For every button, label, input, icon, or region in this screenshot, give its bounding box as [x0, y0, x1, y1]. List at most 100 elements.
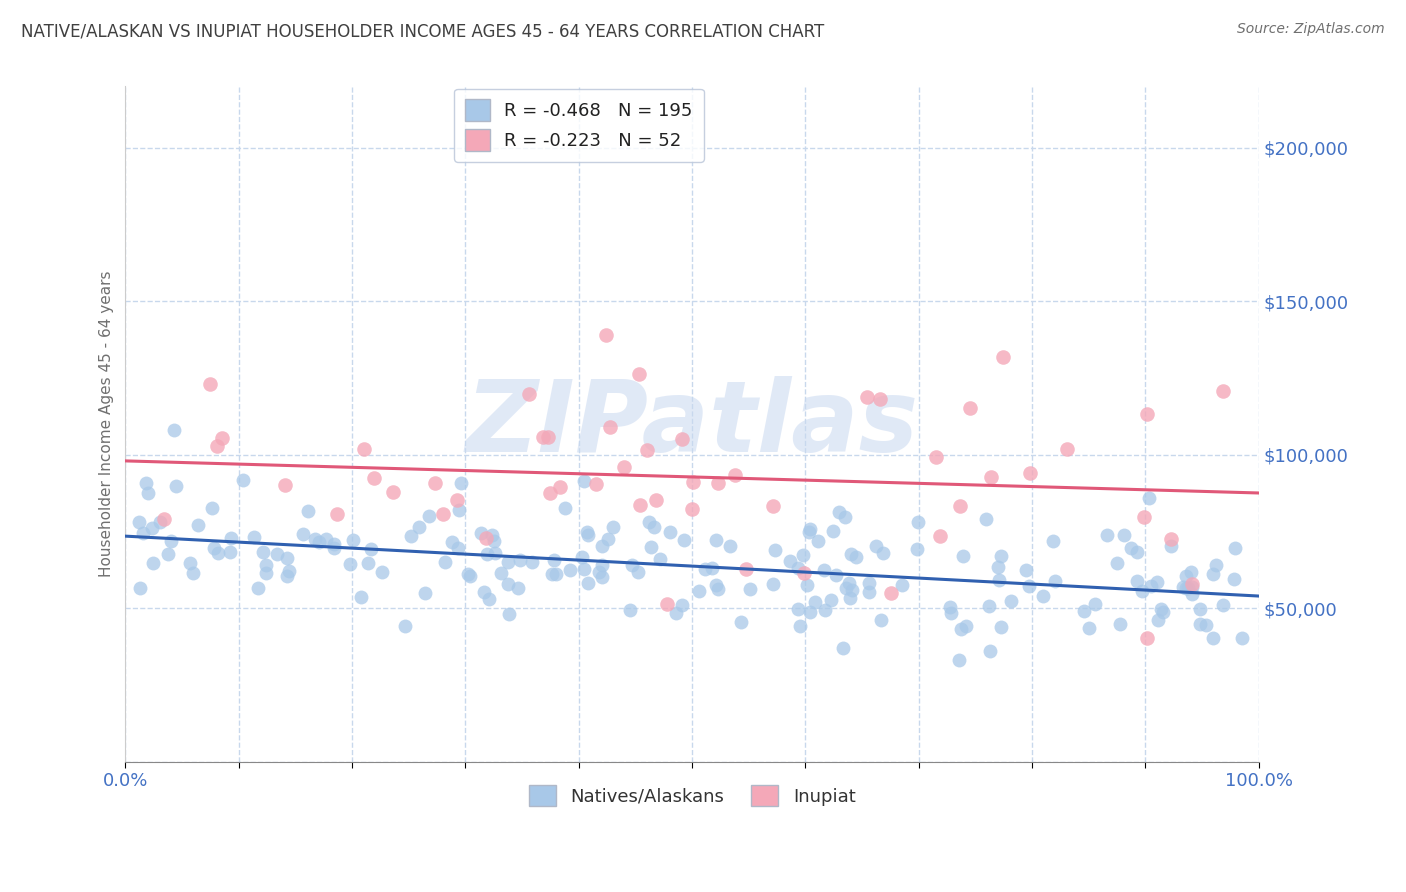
- Point: [762, 499, 785, 513]
- Point: [1073, 604, 1095, 618]
- Point: [1174, 581, 1197, 595]
- Point: [315, 532, 337, 546]
- Point: [1205, 558, 1227, 572]
- Point: [628, 498, 651, 512]
- Point: [643, 520, 665, 534]
- Point: [1195, 618, 1218, 632]
- Point: [907, 515, 929, 529]
- Point: [291, 527, 314, 541]
- Point: [326, 507, 349, 521]
- Point: [1109, 617, 1132, 632]
- Point: [602, 520, 624, 534]
- Point: [955, 619, 977, 633]
- Point: [266, 547, 288, 561]
- Point: [858, 575, 880, 590]
- Point: [371, 565, 394, 579]
- Point: [613, 459, 636, 474]
- Point: [560, 563, 582, 577]
- Point: [484, 546, 506, 560]
- Point: [595, 327, 617, 342]
- Point: [880, 586, 903, 600]
- Point: [202, 541, 225, 555]
- Point: [394, 619, 416, 633]
- Point: [207, 546, 229, 560]
- Point: [1132, 584, 1154, 599]
- Point: [688, 583, 710, 598]
- Point: [986, 559, 1008, 574]
- Point: [838, 576, 860, 591]
- Point: [979, 599, 1001, 613]
- Point: [548, 481, 571, 495]
- Point: [576, 527, 599, 541]
- Point: [211, 431, 233, 445]
- Point: [156, 547, 179, 561]
- Point: [132, 525, 155, 540]
- Point: [839, 548, 862, 562]
- Text: ZIPatlas: ZIPatlas: [465, 376, 918, 473]
- Point: [446, 493, 468, 508]
- Point: [841, 582, 863, 597]
- Point: [585, 477, 607, 491]
- Point: [1181, 577, 1204, 591]
- Point: [865, 539, 887, 553]
- Point: [205, 439, 228, 453]
- Point: [929, 529, 952, 543]
- Point: [807, 533, 830, 548]
- Point: [693, 562, 716, 576]
- Point: [478, 591, 501, 606]
- Point: [498, 576, 520, 591]
- Point: [761, 576, 783, 591]
- Point: [183, 566, 205, 580]
- Point: [988, 574, 1011, 588]
- Point: [645, 493, 668, 508]
- Point: [1181, 587, 1204, 601]
- Point: [1181, 580, 1204, 594]
- Point: [1223, 541, 1246, 556]
- Point: [278, 564, 301, 578]
- Point: [828, 505, 851, 519]
- Point: [588, 565, 610, 579]
- Point: [153, 512, 176, 526]
- Point: [276, 568, 298, 582]
- Point: [252, 545, 274, 559]
- Point: [869, 392, 891, 407]
- Point: [274, 478, 297, 492]
- Point: [1107, 557, 1129, 571]
- Point: [531, 430, 554, 444]
- Point: [243, 531, 266, 545]
- Point: [845, 549, 868, 564]
- Point: [779, 554, 801, 568]
- Point: [1077, 621, 1099, 635]
- Point: [520, 555, 543, 569]
- Point: [541, 567, 564, 582]
- Point: [718, 539, 741, 553]
- Point: [1171, 581, 1194, 595]
- Point: [219, 531, 242, 545]
- Point: [620, 558, 643, 573]
- Point: [1095, 528, 1118, 542]
- Point: [974, 511, 997, 525]
- Point: [323, 537, 346, 551]
- Point: [496, 556, 519, 570]
- Point: [508, 582, 530, 596]
- Point: [538, 486, 561, 500]
- Point: [339, 558, 361, 572]
- Point: [141, 521, 163, 535]
- Point: [1043, 574, 1066, 588]
- Point: [128, 515, 150, 529]
- Point: [1018, 579, 1040, 593]
- Point: [1150, 602, 1173, 616]
- Point: [1135, 407, 1157, 421]
- Point: [1188, 616, 1211, 631]
- Point: [1000, 594, 1022, 608]
- Point: [835, 581, 858, 595]
- Point: [1032, 589, 1054, 603]
- Point: [735, 562, 758, 576]
- Point: [591, 539, 613, 553]
- Point: [619, 602, 641, 616]
- Point: [323, 541, 346, 555]
- Point: [1177, 581, 1199, 595]
- Point: [447, 541, 470, 556]
- Point: [681, 501, 703, 516]
- Point: [804, 595, 827, 609]
